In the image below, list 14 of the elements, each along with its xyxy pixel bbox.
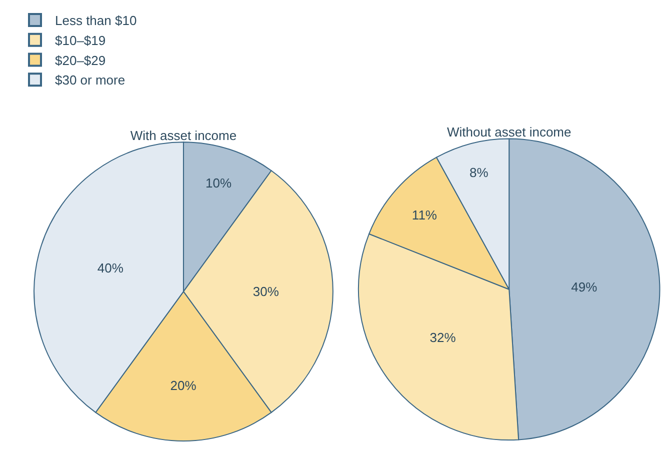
text: With asset income — [130, 128, 237, 144]
chart-title: Without asset income — [446, 124, 572, 140]
data-label: 49% — [571, 279, 598, 294]
data-label: 11% — [412, 207, 438, 222]
legend-label: $30 or more — [55, 72, 126, 88]
legend-label: $20–$29 — [55, 52, 106, 68]
data-label: 20% — [170, 378, 197, 394]
legend-label: $10–$19 — [55, 32, 106, 48]
legend-label: Less than $10 — [55, 13, 137, 28]
data-label: 8% — [469, 164, 489, 180]
data-label: 32% — [430, 330, 456, 345]
data-label: 10% — [206, 175, 232, 190]
data-label: 30% — [252, 284, 280, 300]
data-label: 40% — [97, 260, 124, 276]
